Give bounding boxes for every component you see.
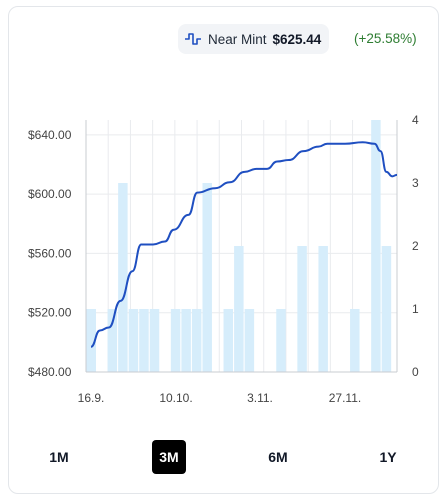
volume-bar [202, 183, 212, 372]
y-left-tick-label: $520.00 [28, 306, 72, 320]
volume-bar [107, 309, 118, 372]
y-right-tick-label: 3 [412, 176, 419, 190]
axes [85, 120, 398, 373]
volume-bar [128, 309, 139, 372]
price-change: (+25.58%) [354, 31, 417, 46]
volume-bar [139, 309, 149, 372]
price-line [90, 141, 398, 348]
volume-bar [234, 246, 244, 372]
volume-bar [244, 309, 255, 372]
volume-bar [181, 309, 191, 372]
price-chart: $480.00 $520.00 $560.00 $600.00 $640.00 0 1 2 3 4… [28, 113, 419, 405]
condition-price-badge: Near Mint $625.44 [178, 24, 330, 54]
volume-bar [381, 246, 392, 372]
price-line-group [90, 141, 398, 348]
x-tick-label: 3.11. [247, 391, 273, 405]
x-tick-label: 16.9. [78, 391, 105, 405]
y-right-tick-label: 1 [412, 302, 419, 316]
volume-bar [86, 309, 96, 372]
volume-bar [170, 309, 181, 372]
range-button-1y[interactable]: 1Y [379, 449, 397, 465]
volume-bar [223, 309, 234, 372]
y-right-tick-label: 2 [412, 239, 419, 253]
range-button-6m[interactable]: 6M [268, 449, 288, 465]
volume-bars [86, 120, 392, 372]
volume-bar [118, 183, 128, 372]
volume-bar [276, 309, 286, 372]
x-tick-label: 27.11. [329, 391, 361, 405]
pulse-icon [184, 32, 202, 46]
volume-bar [149, 309, 160, 372]
range-button-1m[interactable]: 1M [49, 449, 69, 465]
y-left-tick-label: $480.00 [28, 365, 72, 379]
tick-labels: $480.00 $520.00 $560.00 $600.00 $640.00 0 1 2 3 4… [28, 113, 419, 405]
y-left-tick-label: $640.00 [28, 128, 72, 142]
volume-bar [191, 309, 202, 372]
y-left-tick-label: $600.00 [28, 187, 72, 201]
volume-bar [350, 309, 360, 372]
condition-label: Near Mint [208, 31, 267, 47]
y-right-tick-label: 4 [412, 113, 419, 127]
y-right-tick-label: 0 [412, 365, 419, 379]
price-history-card [8, 6, 439, 494]
volume-bar [297, 246, 307, 372]
x-tick-label: 10.10. [159, 391, 192, 405]
range-button-3m[interactable]: 3M [152, 440, 186, 474]
y-left-tick-label: $560.00 [28, 246, 72, 260]
volume-bar [318, 246, 328, 372]
volume-bar [371, 120, 381, 372]
current-price: $625.44 [272, 31, 322, 47]
